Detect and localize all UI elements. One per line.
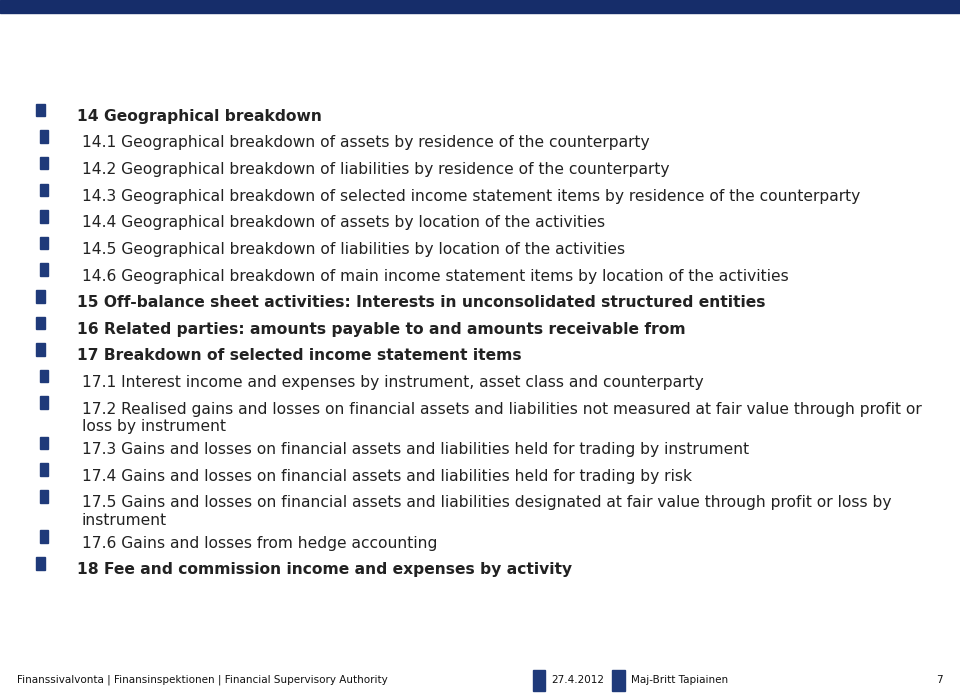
Bar [36, 343, 44, 356]
Text: Maj-Britt Tapiainen: Maj-Britt Tapiainen [631, 675, 728, 685]
Text: 17 Breakdown of selected income statement items: 17 Breakdown of selected income statemen… [77, 348, 521, 363]
Text: 7: 7 [936, 675, 943, 685]
Text: 14.6 Geographical breakdown of main income statement items by location of the ac: 14.6 Geographical breakdown of main inco… [82, 268, 788, 284]
Text: 17.2 Realised gains and losses on financial assets and liabilities not measured : 17.2 Realised gains and losses on financ… [82, 402, 922, 434]
Bar [40, 237, 48, 250]
Text: FINREP EBAn ehdotuksen mukaisesti (osat 1–4): FINREP EBAn ehdotuksen mukaisesti (osat … [24, 39, 804, 67]
Bar [36, 290, 44, 303]
Text: 27.4.2012: 27.4.2012 [551, 675, 604, 685]
Text: Finanssivalvonta | Finansinspektionen | Financial Supervisory Authority: Finanssivalvonta | Finansinspektionen | … [17, 675, 388, 686]
Bar [40, 531, 48, 543]
Text: 18 Fee and commission income and expenses by activity: 18 Fee and commission income and expense… [77, 562, 572, 577]
Bar [40, 264, 48, 276]
Bar [0, 0, 960, 13]
Text: 14.3 Geographical breakdown of selected income statement items by residence of t: 14.3 Geographical breakdown of selected … [82, 189, 860, 203]
Bar [40, 437, 48, 449]
Text: 17.4 Gains and losses on financial assets and liabilities held for trading by ri: 17.4 Gains and losses on financial asset… [82, 468, 691, 484]
Text: 17.1 Interest income and expenses by instrument, asset class and counterparty: 17.1 Interest income and expenses by ins… [82, 375, 704, 390]
Bar [36, 557, 44, 570]
Bar [36, 103, 44, 116]
Text: 17.5 Gains and losses on financial assets and liabilities designated at fair val: 17.5 Gains and losses on financial asset… [82, 495, 891, 528]
Bar [40, 130, 48, 143]
Bar [40, 210, 48, 223]
Text: 14 Geographical breakdown: 14 Geographical breakdown [77, 109, 322, 124]
Text: 14.4 Geographical breakdown of assets by location of the activities: 14.4 Geographical breakdown of assets by… [82, 215, 605, 230]
Text: 14.5 Geographical breakdown of liabilities by location of the activities: 14.5 Geographical breakdown of liabiliti… [82, 242, 625, 257]
Bar [612, 670, 625, 691]
Text: 14.1 Geographical breakdown of assets by residence of the counterparty: 14.1 Geographical breakdown of assets by… [82, 136, 649, 150]
Text: 14.2 Geographical breakdown of liabilities by residence of the counterparty: 14.2 Geographical breakdown of liabiliti… [82, 162, 669, 177]
Bar [40, 490, 48, 503]
Bar [40, 370, 48, 382]
Bar [40, 184, 48, 196]
Bar [36, 317, 44, 329]
Text: 17.3 Gains and losses on financial assets and liabilities held for trading by in: 17.3 Gains and losses on financial asset… [82, 442, 749, 457]
Bar [40, 396, 48, 409]
Text: 17.6 Gains and losses from hedge accounting: 17.6 Gains and losses from hedge account… [82, 535, 437, 551]
Bar [40, 463, 48, 476]
Bar [533, 670, 545, 691]
Text: 16 Related parties: amounts payable to and amounts receivable from: 16 Related parties: amounts payable to a… [77, 322, 685, 337]
Text: 15 Off-balance sheet activities: Interests in unconsolidated structured entities: 15 Off-balance sheet activities: Interes… [77, 295, 765, 310]
Bar [40, 157, 48, 169]
